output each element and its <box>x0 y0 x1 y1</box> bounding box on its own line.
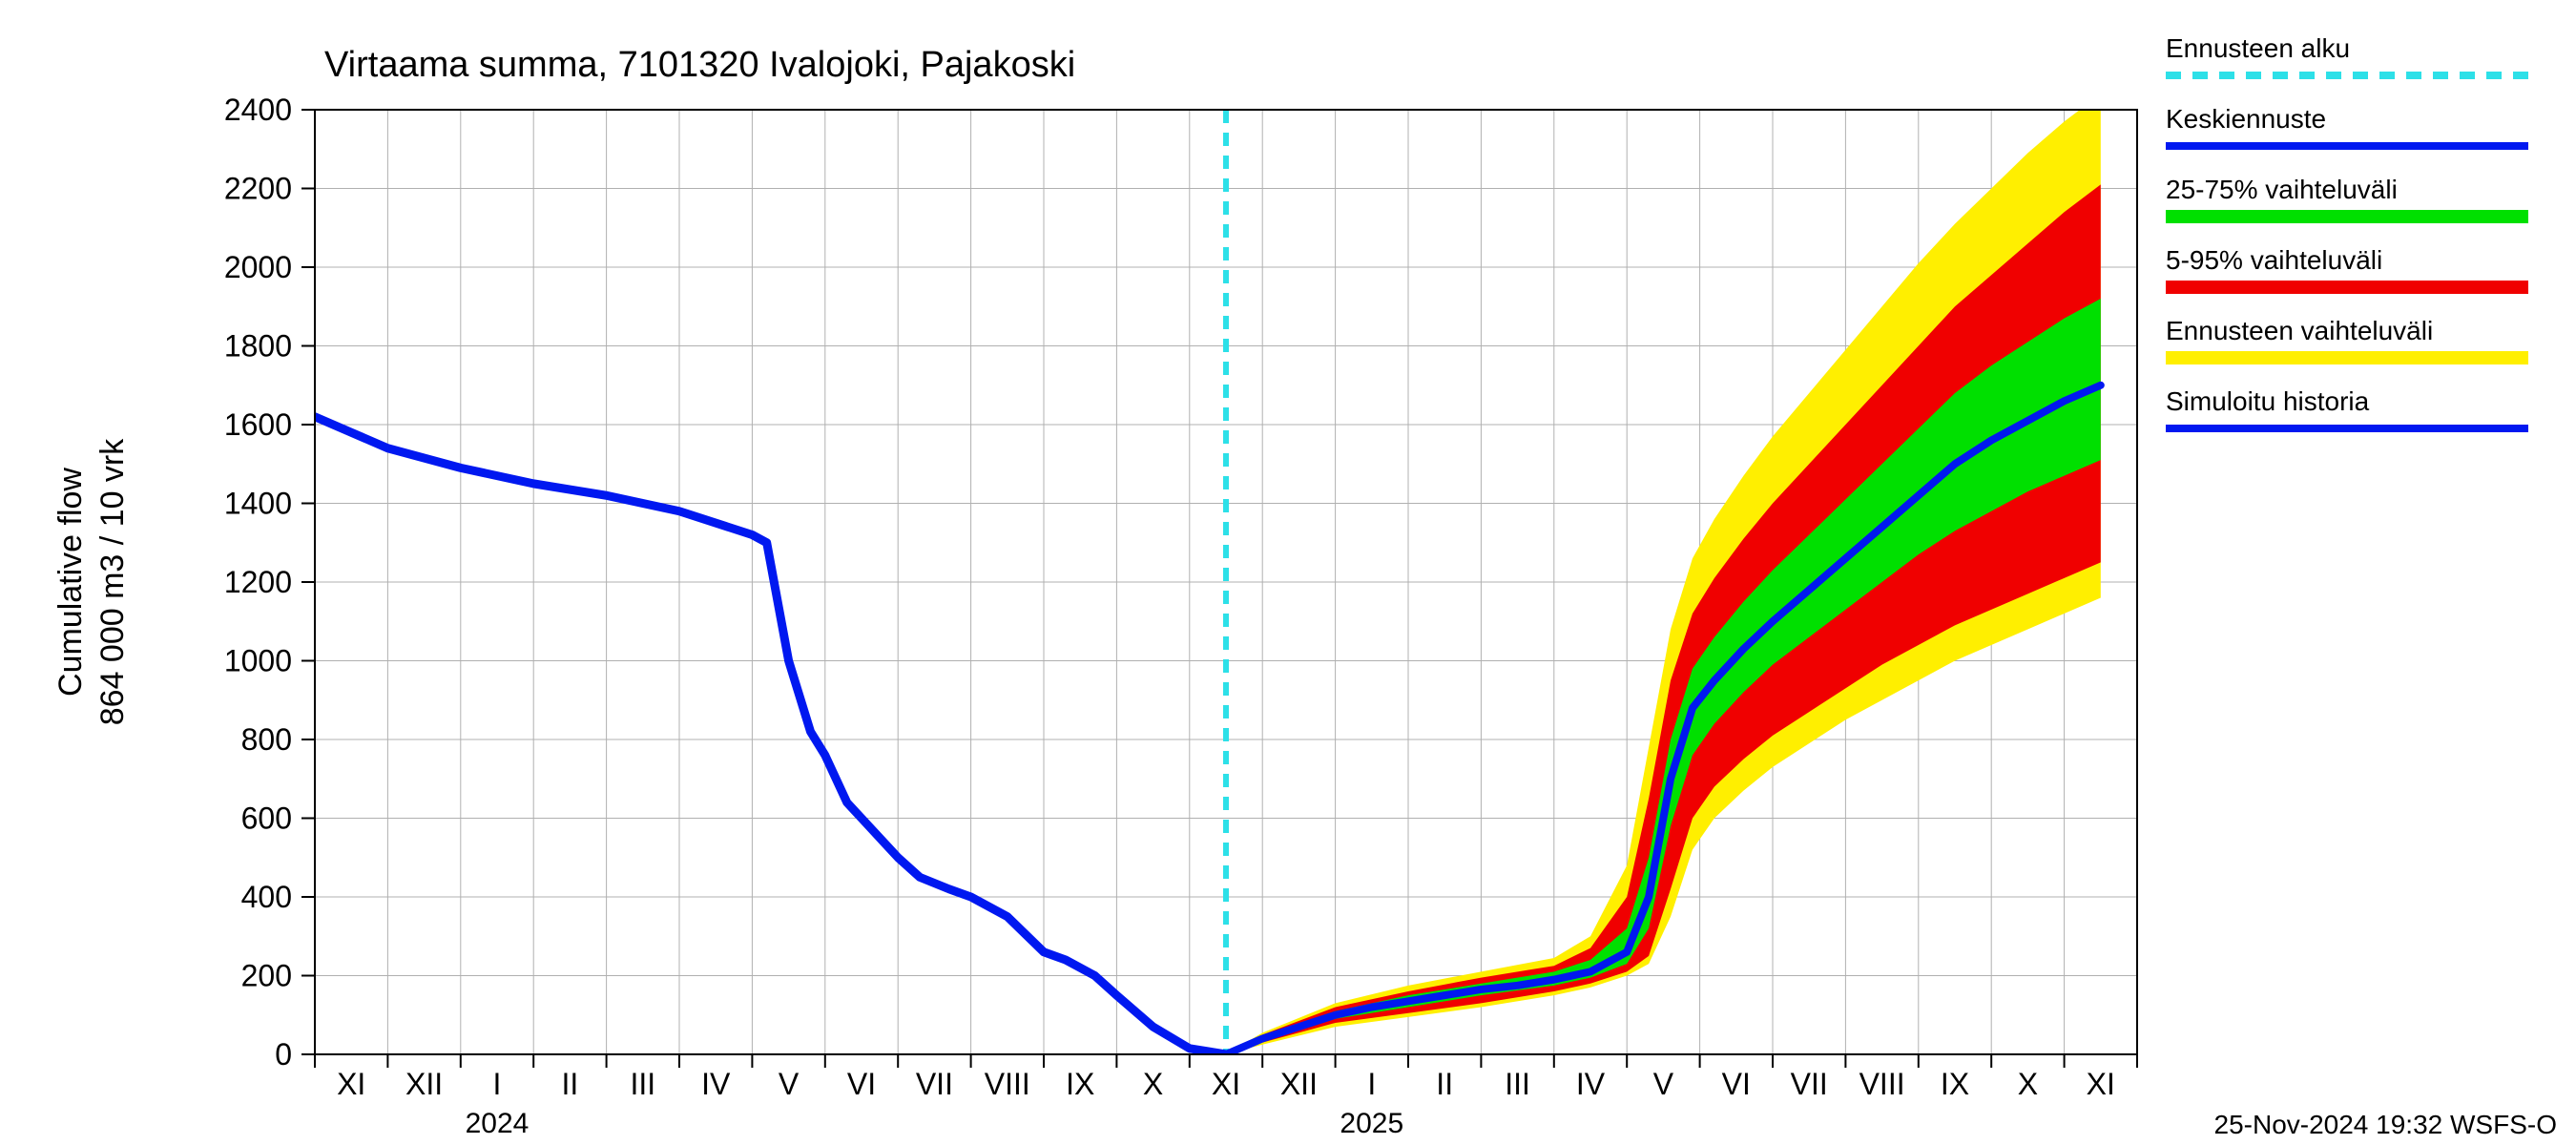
xtick-label: XI <box>337 1067 365 1101</box>
xtick-label: III <box>1505 1067 1530 1101</box>
ytick-label: 1000 <box>224 644 292 678</box>
ytick-label: 1200 <box>224 565 292 599</box>
xtick-label: X <box>2018 1067 2038 1101</box>
xtick-label: XII <box>405 1067 443 1101</box>
legend-label: Ennusteen vaihteluväli <box>2166 316 2433 345</box>
ytick-label: 2200 <box>224 172 292 206</box>
y-axis-label: Cumulative flow 864 000 m3 / 10 vrk <box>52 438 131 726</box>
ytick-label: 0 <box>275 1037 292 1072</box>
legend-swatch <box>2166 210 2528 223</box>
xtick-label: XI <box>1212 1067 1240 1101</box>
xtick-label: I <box>493 1067 502 1101</box>
ytick-label: 200 <box>241 959 292 993</box>
xtick-label: II <box>562 1067 579 1101</box>
year-label: 2025 <box>1340 1108 1403 1139</box>
ytick-label: 1400 <box>224 487 292 521</box>
legend-label: Simuloitu historia <box>2166 386 2370 416</box>
xtick-label: VIII <box>1859 1067 1905 1101</box>
xtick-label: XI <box>2087 1067 2115 1101</box>
y-axis-label-line1: Cumulative flow <box>52 468 89 697</box>
xtick-label: IV <box>701 1067 731 1101</box>
legend-swatch <box>2166 281 2528 294</box>
legend-label: Keskiennuste <box>2166 104 2326 134</box>
ytick-label: 1600 <box>224 407 292 442</box>
legend-label: Ennusteen alku <box>2166 33 2350 63</box>
ytick-label: 1800 <box>224 329 292 364</box>
y-axis-label-line2: 864 000 m3 / 10 vrk <box>94 438 131 726</box>
legend-label: 5-95% vaihteluväli <box>2166 245 2382 275</box>
xtick-label: XII <box>1280 1067 1318 1101</box>
ytick-label: 600 <box>241 802 292 836</box>
plot-area: 0 200 400 600 800 1000 1200 1400 1600 1800 2000 220… <box>224 93 2137 1139</box>
xtick-label: II <box>1436 1067 1453 1101</box>
xtick-label: V <box>779 1067 800 1101</box>
ytick-label: 800 <box>241 722 292 757</box>
xtick-label: VI <box>1722 1067 1751 1101</box>
xtick-label: IV <box>1576 1067 1606 1101</box>
xtick-label: X <box>1143 1067 1163 1101</box>
xtick-label: VII <box>1791 1067 1828 1101</box>
xtick-label: VII <box>916 1067 953 1101</box>
xtick-label: V <box>1653 1067 1674 1101</box>
xtick-label: I <box>1367 1067 1376 1101</box>
xtick-label: VI <box>847 1067 876 1101</box>
year-label: 2024 <box>466 1108 530 1139</box>
xtick-label: IX <box>1066 1067 1094 1101</box>
hydrograph-chart: Virtaama summa, 7101320 Ivalojoki, Pajak… <box>0 0 2576 1145</box>
xtick-label: III <box>630 1067 655 1101</box>
xtick-label: IX <box>1941 1067 1969 1101</box>
ytick-label: 400 <box>241 880 292 914</box>
xtick-label: VIII <box>985 1067 1030 1101</box>
footer-timestamp: 25-Nov-2024 19:32 WSFS-O <box>2214 1110 2558 1139</box>
ytick-label: 2400 <box>224 93 292 127</box>
legend-swatch <box>2166 351 2528 364</box>
legend-label: 25-75% vaihteluväli <box>2166 175 2398 204</box>
ytick-label: 2000 <box>224 250 292 284</box>
legend: Ennusteen alku Keskiennuste 25-75% vaihtel… <box>2166 33 2528 428</box>
chart-title: Virtaama summa, 7101320 Ivalojoki, Pajak… <box>324 45 1075 85</box>
